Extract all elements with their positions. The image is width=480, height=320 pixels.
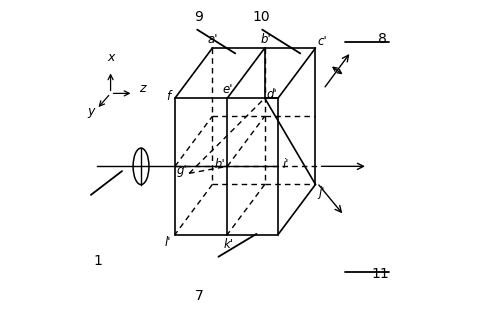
Text: y: y: [87, 105, 95, 118]
Text: 8: 8: [378, 32, 386, 46]
Text: f: f: [167, 90, 171, 103]
Text: x: x: [107, 51, 114, 64]
Text: 11: 11: [372, 267, 389, 281]
Text: c': c': [318, 35, 327, 48]
Text: b': b': [261, 33, 272, 46]
Text: k': k': [224, 237, 234, 251]
Text: l': l': [165, 236, 171, 249]
Text: j': j': [319, 186, 325, 198]
Text: a': a': [208, 33, 218, 46]
Text: 1: 1: [94, 254, 102, 268]
Text: 7: 7: [195, 289, 204, 303]
Text: z: z: [139, 83, 145, 95]
Text: g': g': [177, 164, 188, 177]
Text: 9: 9: [194, 10, 203, 24]
Text: e': e': [222, 84, 233, 96]
Text: d': d': [266, 88, 277, 101]
Text: 10: 10: [253, 10, 270, 24]
Text: i': i': [282, 158, 289, 171]
Text: h': h': [215, 158, 225, 171]
